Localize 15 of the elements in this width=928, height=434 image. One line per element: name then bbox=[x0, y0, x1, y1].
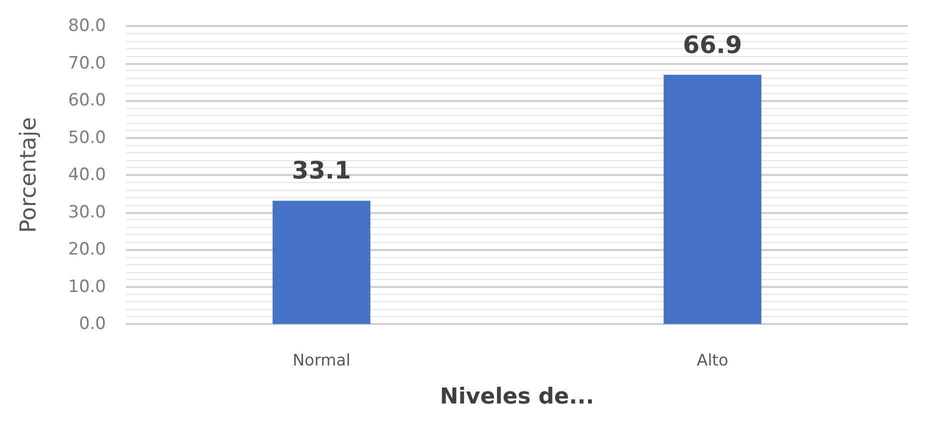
x-tick-label: Alto bbox=[696, 350, 728, 370]
y-tick-label: 40.0 bbox=[68, 165, 106, 185]
y-tick-label: 70.0 bbox=[68, 53, 106, 74]
x-tick-label: Normal bbox=[292, 350, 350, 370]
y-tick-label: 20.0 bbox=[68, 240, 106, 260]
data-label: 66.9 bbox=[682, 30, 742, 59]
y-tick-label: 50.0 bbox=[68, 128, 106, 148]
y-tick-label: 30.0 bbox=[68, 202, 106, 222]
y-tick-label: 0.0 bbox=[78, 314, 106, 334]
y-tick-label: 60.0 bbox=[68, 90, 106, 110]
y-axis-title: Porcentaje bbox=[16, 117, 42, 233]
data-label: 33.1 bbox=[292, 156, 352, 185]
y-tick-label: 10.0 bbox=[68, 276, 106, 297]
x-axis-title: Niveles de... bbox=[440, 384, 594, 410]
y-tick-label: 80.0 bbox=[68, 16, 106, 36]
